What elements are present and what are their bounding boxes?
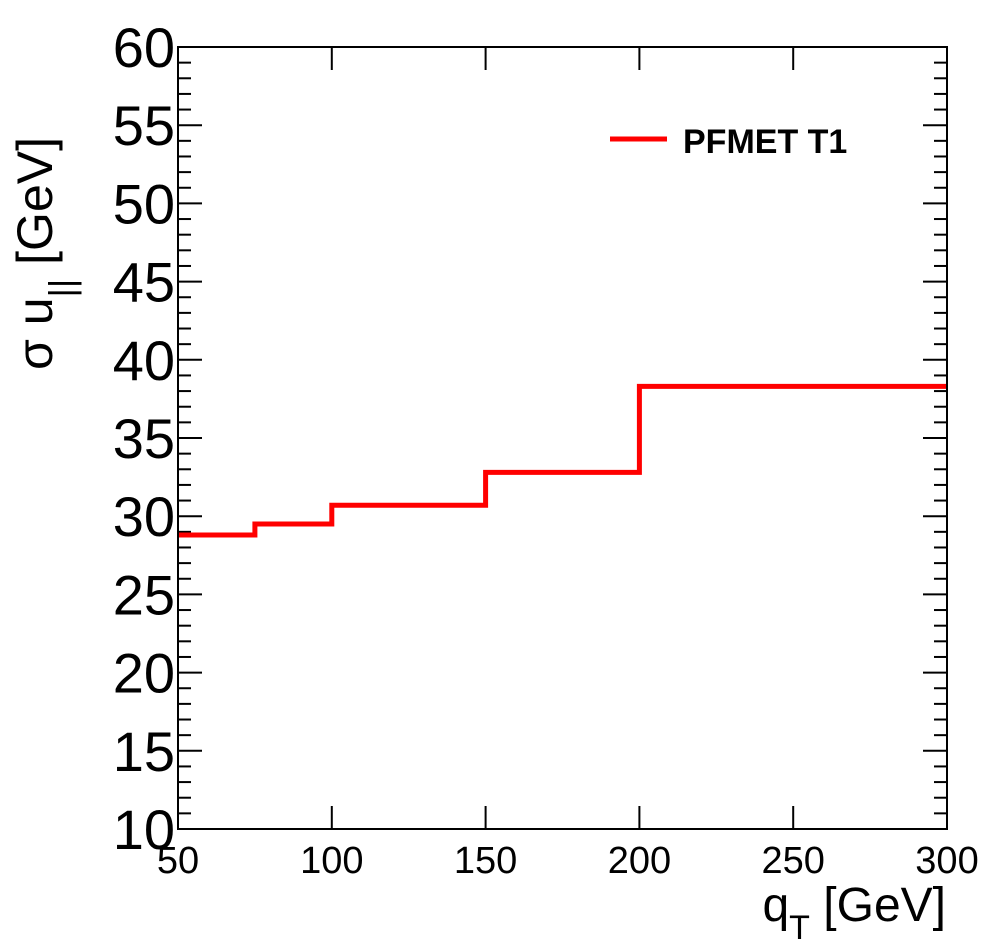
legend: PFMET T1 xyxy=(610,123,847,161)
plot-frame xyxy=(177,46,948,830)
y-tick-label: 40 xyxy=(113,329,175,392)
y-tick-label: 35 xyxy=(113,407,175,470)
x-axis-title: qT [GeV] xyxy=(762,879,946,947)
y-tick-label: 15 xyxy=(113,720,175,783)
x-tick-label: 250 xyxy=(761,840,824,882)
x-tick-label: 200 xyxy=(608,840,671,882)
axis-ticks xyxy=(177,46,948,830)
y-tick-label: 10 xyxy=(113,798,175,861)
series-line-pfmet-t1 xyxy=(178,383,947,538)
y-tick-label: 55 xyxy=(113,94,175,157)
y-tick-label: 60 xyxy=(113,16,175,79)
x-tick-label: 100 xyxy=(300,840,363,882)
tick-labels: 10 15 20 25 30 35 40 45 50 55 60 50 100 150 200 250 300 xyxy=(113,16,979,882)
x-tick-label: 300 xyxy=(915,840,978,882)
series-layer xyxy=(178,383,947,538)
y-tick-label: 30 xyxy=(113,485,175,548)
y-tick-label: 50 xyxy=(113,172,175,235)
x-tick-label: 50 xyxy=(157,840,199,882)
legend-label: PFMET T1 xyxy=(683,123,847,161)
y-axis-title: σ u|| [GeV] xyxy=(7,137,82,370)
y-tick-label: 20 xyxy=(113,642,175,705)
y-tick-label: 45 xyxy=(113,251,175,314)
y-tick-label: 25 xyxy=(113,563,175,626)
x-tick-label: 150 xyxy=(454,840,517,882)
